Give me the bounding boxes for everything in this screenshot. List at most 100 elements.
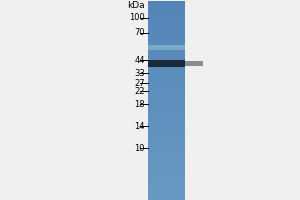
Bar (148, 116, 185, 118)
Bar (148, 158, 185, 160)
Bar (148, 108, 185, 110)
Bar (148, 196, 185, 198)
Bar (148, 194, 185, 196)
Bar (148, 182, 185, 184)
Text: 18: 18 (134, 100, 145, 109)
Bar (148, 76, 185, 78)
Bar (148, 0, 185, 3)
Bar (148, 60, 185, 67)
Text: 27: 27 (134, 79, 145, 88)
Bar (148, 174, 185, 176)
Bar (148, 60, 185, 62)
Bar (148, 112, 185, 114)
Bar (148, 14, 185, 17)
Bar (148, 94, 185, 96)
Bar (148, 54, 185, 56)
Bar (148, 126, 185, 128)
Bar (148, 148, 185, 150)
Bar (148, 130, 185, 132)
Bar (148, 20, 185, 23)
Bar (148, 172, 185, 174)
Bar (148, 78, 185, 80)
Text: 22: 22 (134, 87, 145, 96)
Bar (148, 184, 185, 186)
Bar (148, 40, 185, 43)
Bar (148, 110, 185, 112)
Text: 14: 14 (134, 122, 145, 131)
Text: 10: 10 (134, 144, 145, 153)
Bar (148, 26, 185, 29)
Bar (148, 2, 185, 5)
Bar (148, 176, 185, 178)
Bar (148, 146, 185, 148)
Bar (148, 132, 185, 134)
Text: 44: 44 (134, 56, 145, 65)
Text: 33: 33 (134, 69, 145, 78)
Bar (148, 90, 185, 92)
Bar (148, 156, 185, 158)
Bar (148, 198, 185, 200)
Bar (148, 4, 185, 7)
Bar (148, 45, 185, 50)
Bar (148, 192, 185, 194)
Bar (148, 30, 185, 33)
Bar (148, 50, 185, 52)
Bar (148, 82, 185, 84)
Bar (185, 61, 203, 66)
Bar (148, 52, 185, 54)
Bar (148, 114, 185, 116)
Text: kDa: kDa (128, 1, 145, 10)
Bar (148, 162, 185, 164)
Bar (148, 106, 185, 108)
Bar (148, 74, 185, 76)
Text: 100: 100 (129, 13, 145, 22)
Bar (148, 68, 185, 70)
Bar (148, 104, 185, 106)
Bar (148, 18, 185, 21)
Bar (148, 84, 185, 86)
Bar (148, 92, 185, 94)
Bar (148, 46, 185, 48)
Bar (148, 152, 185, 154)
Bar (148, 166, 185, 168)
Bar (148, 122, 185, 124)
Bar (148, 98, 185, 100)
Bar (148, 140, 185, 142)
Bar (148, 58, 185, 60)
Bar (148, 88, 185, 90)
Bar (148, 32, 185, 35)
Bar (148, 86, 185, 88)
Bar (148, 190, 185, 192)
Bar (148, 48, 185, 50)
Bar (148, 124, 185, 126)
Bar (148, 102, 185, 104)
Bar (148, 8, 185, 11)
Bar (148, 154, 185, 156)
Bar (148, 24, 185, 27)
Bar (148, 186, 185, 188)
Bar (148, 70, 185, 72)
Bar (148, 120, 185, 122)
Bar (148, 134, 185, 136)
Bar (148, 36, 185, 39)
Bar (148, 38, 185, 41)
Bar (148, 180, 185, 182)
Bar (148, 66, 185, 68)
Bar (148, 22, 185, 25)
Bar (148, 80, 185, 82)
Text: 70: 70 (134, 28, 145, 37)
Bar (148, 42, 185, 45)
Bar (148, 62, 185, 64)
Bar (148, 72, 185, 74)
Bar (148, 164, 185, 166)
Bar (148, 142, 185, 144)
Bar (148, 6, 185, 9)
Bar (148, 138, 185, 140)
Bar (148, 144, 185, 146)
Bar (148, 10, 185, 13)
Bar (148, 178, 185, 180)
Bar (148, 16, 185, 19)
Bar (148, 34, 185, 37)
Bar (148, 168, 185, 170)
Bar (148, 188, 185, 190)
